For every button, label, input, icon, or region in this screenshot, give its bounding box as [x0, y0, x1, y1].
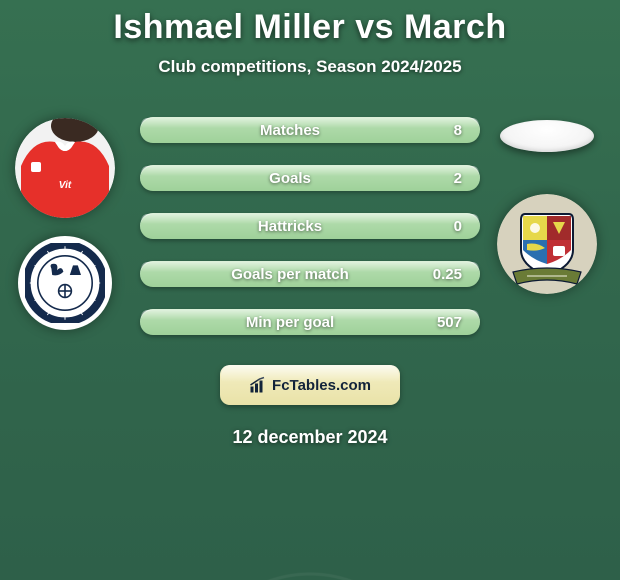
bars-icon: [249, 376, 267, 394]
stat-label: Matches: [158, 122, 422, 139]
stats-block: Matches 8 Goals 2 Hattricks 0 Goals per …: [140, 117, 480, 335]
stat-value: 0: [422, 218, 462, 235]
stat-row: Min per goal 507: [140, 309, 480, 335]
stat-label: Goals per match: [158, 266, 422, 283]
stat-label: Min per goal: [158, 314, 422, 331]
logo-text: FcTables.com: [272, 377, 371, 394]
stat-value: 507: [422, 314, 462, 331]
right-column: [492, 120, 602, 294]
svg-text:Vit: Vit: [59, 180, 72, 191]
date-text: 12 december 2024: [0, 427, 620, 448]
page-title: Ishmael Miller vs March: [0, 8, 620, 47]
crest-right: [497, 194, 597, 294]
stat-value: 0.25: [422, 266, 462, 283]
crest-left: [18, 236, 112, 330]
comparison-card: Ishmael Miller vs March Club competition…: [0, 0, 620, 580]
stat-label: Hattricks: [158, 218, 422, 235]
fctables-logo[interactable]: FcTables.com: [220, 365, 400, 405]
stat-row: Hattricks 0: [140, 213, 480, 239]
stat-value: 2: [422, 170, 462, 187]
right-crest-icon: [497, 194, 597, 294]
stat-row: Goals per match 0.25: [140, 261, 480, 287]
player-jersey-icon: Vit: [15, 118, 115, 218]
tranmere-crest-icon: [25, 243, 105, 323]
subtitle: Club competitions, Season 2024/2025: [0, 57, 620, 77]
player-left-avatar: Vit: [15, 118, 115, 218]
stat-value: 8: [422, 122, 462, 139]
stat-row: Goals 2: [140, 165, 480, 191]
left-column: Vit: [10, 118, 120, 330]
player-right-placeholder: [500, 120, 594, 152]
stat-label: Goals: [158, 170, 422, 187]
stat-row: Matches 8: [140, 117, 480, 143]
